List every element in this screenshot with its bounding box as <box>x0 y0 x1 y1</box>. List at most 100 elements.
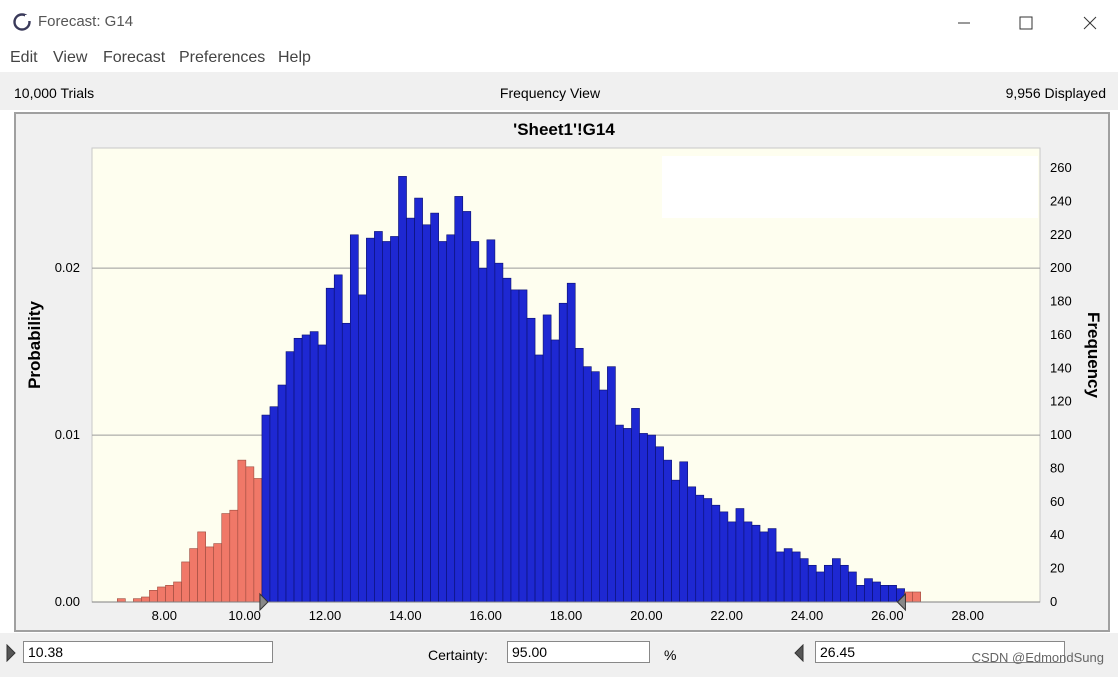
histogram-bar <box>703 498 713 603</box>
histogram-bar <box>848 571 857 603</box>
chart-title: 'Sheet1'!G14 <box>513 120 615 139</box>
histogram-bar <box>382 241 391 603</box>
right-grabber-icon[interactable] <box>794 644 804 662</box>
left-grabber-icon[interactable] <box>6 644 16 662</box>
y-left-tick-label: 0.01 <box>55 427 80 442</box>
histogram-bar <box>173 581 182 603</box>
histogram-bar <box>285 351 295 603</box>
upper-bound-input[interactable] <box>815 641 1065 663</box>
x-tick-label: 26.00 <box>871 608 904 623</box>
histogram-bar <box>799 558 809 603</box>
histogram-bar <box>494 262 504 603</box>
plot-blank-patch <box>662 156 1038 218</box>
histogram-bar <box>607 366 616 603</box>
histogram-bar <box>309 331 319 603</box>
histogram-bar <box>301 334 311 603</box>
chart-frame: 8.00 10.00 12.00 14.00 16.00 18.00 20.00 22.00 2… <box>14 112 1110 632</box>
histogram-bar <box>502 277 512 603</box>
x-tick-label: 22.00 <box>710 608 743 623</box>
lower-bound-input[interactable] <box>23 641 273 663</box>
histogram-bar <box>591 371 600 603</box>
histogram-bar <box>253 478 263 603</box>
histogram-bar <box>832 558 841 603</box>
menu-bar: Edit View Forecast Preferences Help <box>0 44 1118 72</box>
menu-help[interactable]: Help <box>278 49 311 66</box>
menu-edit[interactable]: Edit <box>10 49 38 66</box>
menu-forecast[interactable]: Forecast <box>103 49 166 66</box>
histogram-bar <box>655 446 664 603</box>
histogram-bar <box>647 434 656 603</box>
trials-count: 10,000 Trials <box>14 85 95 101</box>
histogram-bar <box>663 459 672 603</box>
histogram-bar <box>486 239 496 603</box>
histogram-bar <box>872 581 881 603</box>
histogram-bar <box>117 598 126 603</box>
histogram-bar <box>181 561 190 603</box>
y-right-tick-label: 180 <box>1050 294 1072 309</box>
histogram-bar <box>534 354 544 603</box>
histogram-bar <box>454 196 464 603</box>
histogram-bar <box>743 521 753 603</box>
histogram-bar <box>358 294 367 603</box>
x-tick-label: 14.00 <box>389 608 422 623</box>
histogram-bar <box>510 289 520 603</box>
x-tick-label: 16.00 <box>469 608 502 623</box>
histogram-bar <box>438 241 447 603</box>
close-icon <box>1083 16 1097 30</box>
histogram-bar <box>430 212 439 603</box>
menu-preferences[interactable]: Preferences <box>179 49 266 66</box>
maximize-button[interactable] <box>1006 8 1046 38</box>
histogram-bar <box>695 494 705 603</box>
histogram-bar <box>526 317 536 603</box>
histogram-bar <box>823 564 833 603</box>
histogram-bar <box>687 486 697 603</box>
histogram-bar <box>671 479 680 603</box>
histogram-bar <box>205 546 215 603</box>
histogram-bar <box>864 578 873 603</box>
x-tick-label: 18.00 <box>550 608 583 623</box>
y-right-tick-label: 220 <box>1050 227 1072 242</box>
histogram-bar <box>518 289 528 603</box>
x-tick-label: 8.00 <box>152 608 177 623</box>
y-right-tick-label: 120 <box>1050 394 1072 409</box>
histogram-bar <box>615 424 624 603</box>
view-mode-label: Frequency View <box>499 85 601 101</box>
histogram-bar <box>727 521 737 603</box>
histogram-bar <box>462 211 472 603</box>
minimize-button[interactable] <box>944 8 984 38</box>
y-right-tick-label: 200 <box>1050 260 1072 275</box>
histogram-bar <box>751 524 761 603</box>
y-right-tick-label: 100 <box>1050 427 1072 442</box>
histogram-bar <box>237 459 247 603</box>
histogram-bar <box>133 598 142 603</box>
histogram-bar <box>470 241 480 603</box>
y-right-tick-label: 260 <box>1050 160 1072 175</box>
histogram-bar <box>245 466 255 603</box>
histogram-bar <box>711 504 721 603</box>
histogram-bar <box>815 571 825 603</box>
x-tick-label: 12.00 <box>309 608 342 623</box>
histogram-bar <box>293 337 303 603</box>
histogram-bar <box>478 267 488 603</box>
minimize-icon <box>958 22 970 24</box>
window-title: Forecast: G14 <box>38 13 134 30</box>
histogram-bar <box>558 302 568 603</box>
close-button[interactable] <box>1070 8 1110 38</box>
x-tick-label: 28.00 <box>951 608 984 623</box>
certainty-label: Certainty: <box>428 647 488 663</box>
histogram-bar <box>679 461 689 603</box>
histogram-bar <box>189 548 198 603</box>
certainty-input[interactable] <box>507 641 650 663</box>
histogram-bar <box>366 237 375 603</box>
histogram-bar <box>213 543 223 603</box>
menu-view[interactable]: View <box>53 49 88 66</box>
histogram-bar <box>566 282 576 603</box>
histogram-bar <box>639 433 648 603</box>
info-bar: 10,000 Trials Frequency View 9,956 Displ… <box>0 72 1118 110</box>
histogram-bar <box>542 314 552 603</box>
y-right-tick-label: 40 <box>1050 527 1064 542</box>
histogram-bar <box>631 408 640 603</box>
x-tick-label: 20.00 <box>630 608 663 623</box>
histogram-bar <box>807 564 817 603</box>
histogram-bar <box>261 414 271 603</box>
